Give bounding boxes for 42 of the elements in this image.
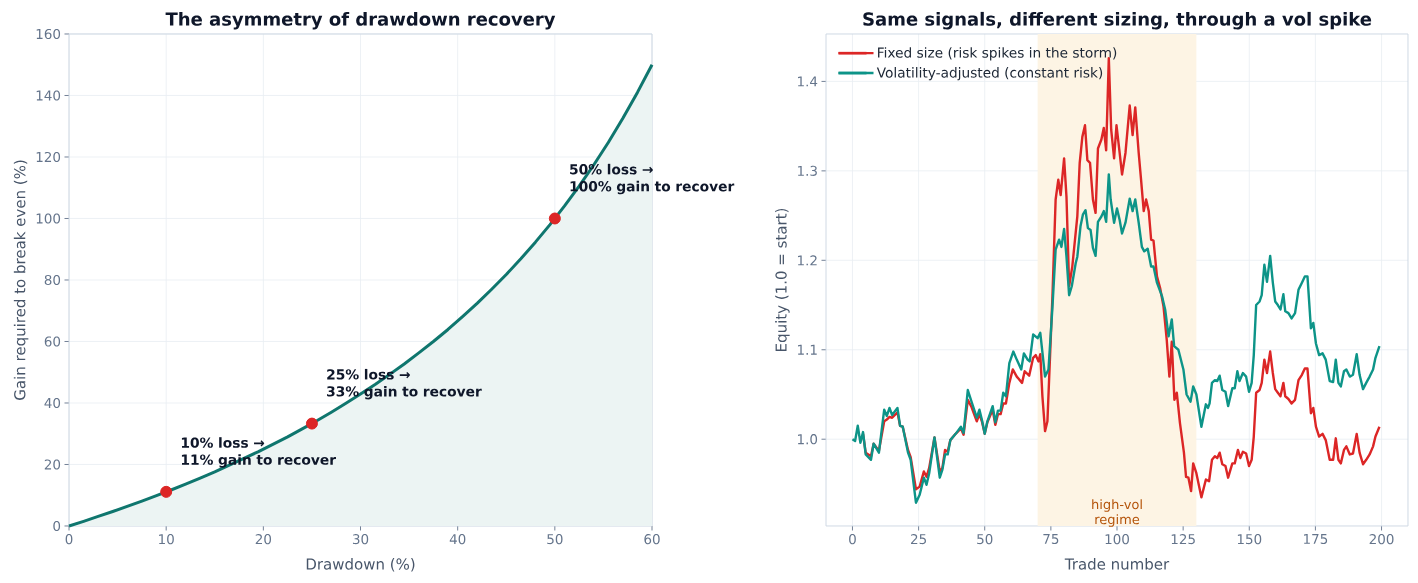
chart-title: The asymmetry of drawdown recovery	[165, 11, 556, 30]
band-label: high-vol regime	[1092, 499, 1142, 527]
x-tick-label: 10	[159, 534, 174, 545]
x-axis-title: Drawdown (%)	[306, 558, 415, 572]
x-tick-label: 100	[1105, 534, 1129, 545]
y-tick-label: 0	[53, 520, 61, 532]
x-tick-label: 25	[911, 534, 927, 545]
legend-label: Fixed size (risk spikes in the storm)	[878, 47, 1117, 61]
y-axis-title: Gain required to break even (%)	[13, 160, 29, 400]
x-tick-label: 50	[977, 534, 993, 545]
x-tick-label: 200	[1369, 534, 1394, 545]
x-tick-label: 175	[1304, 534, 1328, 545]
x-tick-label: 75	[1043, 534, 1059, 545]
y-axis-title: Equity (1.0 = start)	[775, 208, 790, 351]
legend-label: Volatility-adjusted (constant risk)	[876, 67, 1103, 81]
x-tick-label: 150	[1237, 534, 1262, 545]
x-axis-title: Trade number	[1064, 558, 1170, 570]
point	[548, 212, 561, 225]
point	[305, 417, 318, 430]
x-tick-label: 60	[644, 534, 660, 545]
chart-title: Same signals, different sizing, through a vol spike	[863, 11, 1372, 30]
y-tick-label: 40	[44, 397, 61, 409]
y-tick-label: 80	[44, 274, 61, 286]
x-tick-label: 40	[449, 534, 466, 545]
y-tick-label: 1.3	[798, 165, 817, 176]
x-tick-label: 50	[547, 534, 563, 545]
y-tick-label: 140	[36, 90, 61, 101]
y-tick-label: 60	[44, 336, 61, 347]
y-tick-label: 1.4	[798, 76, 818, 87]
y-tick-label: 100	[36, 213, 61, 224]
y-tick-label: 1.2	[798, 255, 817, 266]
y-tick-label: 160	[36, 28, 61, 40]
x-tick-label: 0	[65, 534, 73, 545]
point	[160, 485, 173, 498]
y-tick-label: 20	[44, 459, 61, 470]
y-tick-label: 1.0	[798, 434, 818, 445]
y-tick-label: 1.1	[798, 344, 817, 355]
x-tick-label: 30	[352, 534, 369, 545]
y-tick-label: 120	[36, 151, 61, 163]
x-tick-label: 125	[1171, 534, 1195, 545]
x-tick-label: 20	[255, 534, 272, 545]
x-tick-label: 0	[849, 534, 856, 545]
